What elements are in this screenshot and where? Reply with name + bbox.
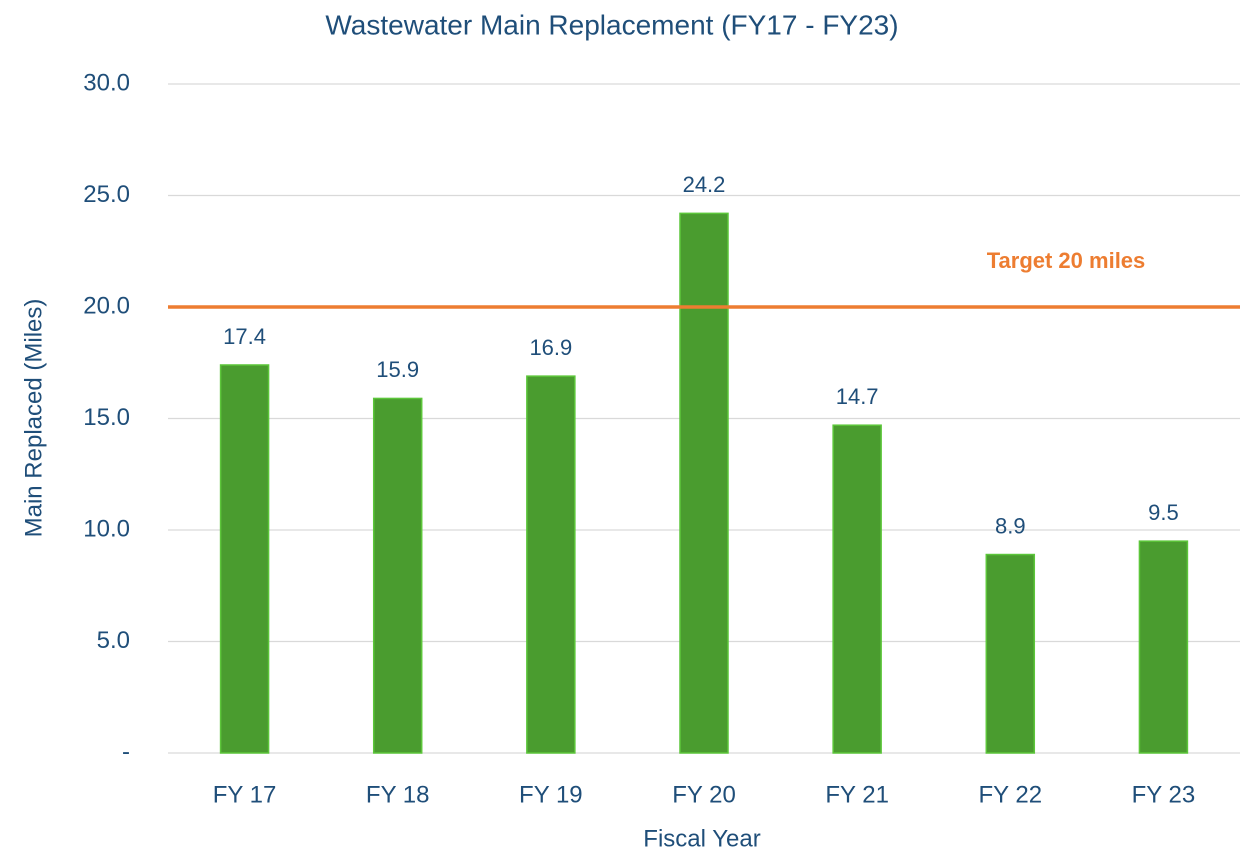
value-label: 15.9 <box>376 357 419 382</box>
x-tick-label: FY 20 <box>672 781 736 808</box>
y-axis-label: Main Replaced (Miles) <box>20 299 47 538</box>
bar <box>1138 540 1189 754</box>
x-axis-label: Fiscal Year <box>643 825 760 852</box>
bar <box>985 553 1036 754</box>
bar <box>679 212 729 754</box>
y-tick-label: 15.0 <box>83 404 130 431</box>
bar <box>526 375 576 754</box>
target-label: Target 20 miles <box>987 248 1146 273</box>
x-tick-label: FY 17 <box>213 781 277 808</box>
x-tick-label: FY 23 <box>1132 781 1196 808</box>
y-tick-label: 25.0 <box>83 181 130 208</box>
value-label: 9.5 <box>1148 500 1179 525</box>
y-tick-label: 10.0 <box>83 515 130 542</box>
y-tick-label: 30.0 <box>83 69 130 96</box>
value-label: 24.2 <box>683 172 726 197</box>
y-tick-label: 20.0 <box>83 292 130 319</box>
x-tick-label: FY 22 <box>978 781 1042 808</box>
bar <box>219 364 270 754</box>
value-label: 14.7 <box>836 384 879 409</box>
value-label: 17.4 <box>223 324 266 349</box>
x-tick-label: FY 19 <box>519 781 583 808</box>
value-label: 16.9 <box>529 335 572 360</box>
y-tick-label: - <box>122 738 130 765</box>
x-tick-label: FY 18 <box>366 781 430 808</box>
y-tick-label: 5.0 <box>97 627 130 654</box>
chart-title: Wastewater Main Replacement (FY17 - FY23… <box>325 9 898 40</box>
value-label: 8.9 <box>995 513 1026 538</box>
x-tick-label: FY 21 <box>825 781 889 808</box>
bar <box>832 424 882 754</box>
bar <box>372 397 423 754</box>
